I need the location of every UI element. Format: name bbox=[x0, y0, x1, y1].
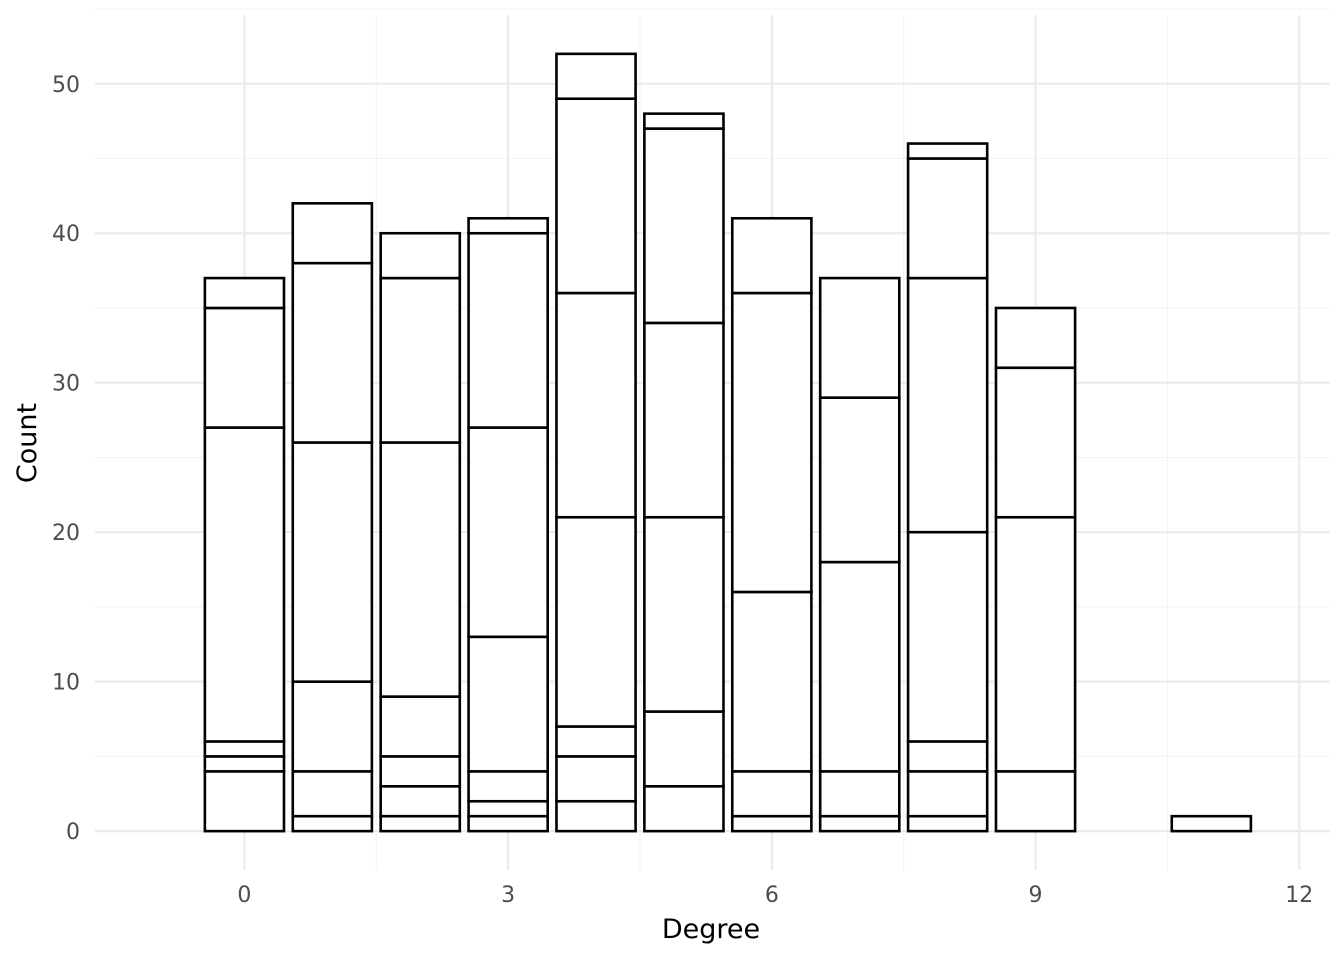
bar-segment bbox=[379, 441, 462, 698]
x-tick-label: 12 bbox=[1285, 883, 1313, 908]
x-tick-label: 9 bbox=[1029, 883, 1043, 908]
bar-segment bbox=[906, 740, 989, 773]
bar-segment bbox=[379, 814, 462, 833]
bar-segment bbox=[1170, 814, 1253, 833]
bar-segment bbox=[994, 770, 1077, 833]
bar-segment bbox=[730, 291, 813, 594]
bar-segment bbox=[906, 276, 989, 534]
bar-segment bbox=[379, 755, 462, 788]
bar-segment bbox=[818, 276, 901, 399]
bar-segment bbox=[818, 396, 901, 564]
bar-segment bbox=[291, 261, 374, 444]
y-tick-label: 50 bbox=[52, 73, 80, 98]
bar-segment bbox=[643, 710, 725, 788]
bars bbox=[203, 52, 1253, 833]
bar-segment bbox=[467, 814, 549, 833]
bar-segment bbox=[291, 814, 374, 833]
y-tick-label: 30 bbox=[52, 372, 80, 397]
bar-segment bbox=[467, 231, 549, 429]
bar-segment bbox=[555, 755, 637, 803]
bar-segment bbox=[203, 426, 286, 743]
bar-segment bbox=[379, 231, 462, 280]
bar-segment bbox=[203, 755, 286, 773]
bar-segment bbox=[555, 291, 637, 519]
bar-segment bbox=[203, 306, 286, 429]
bar-segment bbox=[818, 814, 901, 833]
bar-segment bbox=[555, 97, 637, 295]
bar-segment bbox=[730, 814, 813, 833]
x-tick-labels: 0 3 6 9 12 bbox=[237, 883, 1313, 908]
y-tick-label: 10 bbox=[52, 671, 80, 696]
bar-segment bbox=[555, 799, 637, 833]
bar-segment bbox=[467, 770, 549, 803]
bar-segment bbox=[994, 515, 1077, 773]
y-axis-title: Count bbox=[12, 403, 43, 483]
bar-segment bbox=[906, 814, 989, 833]
bar-segment bbox=[643, 112, 725, 130]
bar-segment bbox=[643, 127, 725, 325]
bar-segment bbox=[291, 770, 374, 818]
bar-segment bbox=[906, 530, 989, 743]
x-tick-label: 0 bbox=[237, 883, 251, 908]
bar-segment bbox=[906, 770, 989, 818]
x-tick-label: 3 bbox=[501, 883, 515, 908]
x-axis-title: Degree bbox=[662, 914, 760, 945]
bar-segment bbox=[643, 321, 725, 519]
bar-segment bbox=[906, 142, 989, 160]
bar-segment bbox=[379, 276, 462, 444]
bar-segment bbox=[467, 799, 549, 818]
bar-segment bbox=[203, 276, 286, 310]
y-tick-label: 20 bbox=[52, 521, 80, 546]
bar-segment bbox=[730, 590, 813, 773]
bar-segment bbox=[818, 560, 901, 773]
y-tick-label: 40 bbox=[52, 222, 80, 247]
bar-segment bbox=[203, 770, 286, 833]
bar-segment bbox=[906, 157, 989, 280]
bar-segment bbox=[467, 426, 549, 639]
bar-segment bbox=[379, 784, 462, 818]
bar-segment bbox=[643, 515, 725, 713]
bar-segment bbox=[291, 680, 374, 773]
bar-segment bbox=[555, 725, 637, 758]
y-tick-label: 0 bbox=[66, 820, 80, 845]
bar-segment bbox=[379, 695, 462, 758]
bar-segment bbox=[467, 216, 549, 235]
x-tick-label: 6 bbox=[765, 883, 779, 908]
bar-segment bbox=[555, 52, 637, 101]
bar-segment bbox=[291, 202, 374, 265]
bar-segment bbox=[203, 740, 286, 758]
bar-segment bbox=[818, 770, 901, 818]
bar-segment bbox=[643, 784, 725, 833]
bar-segment bbox=[994, 366, 1077, 519]
bar-segment bbox=[555, 515, 637, 728]
y-tick-labels: 0 10 20 30 40 50 bbox=[52, 73, 80, 845]
bar-segment bbox=[994, 306, 1077, 370]
bar-segment bbox=[291, 441, 374, 683]
bar-segment bbox=[730, 216, 813, 295]
bar-segment bbox=[467, 635, 549, 773]
bar-segment bbox=[730, 770, 813, 818]
